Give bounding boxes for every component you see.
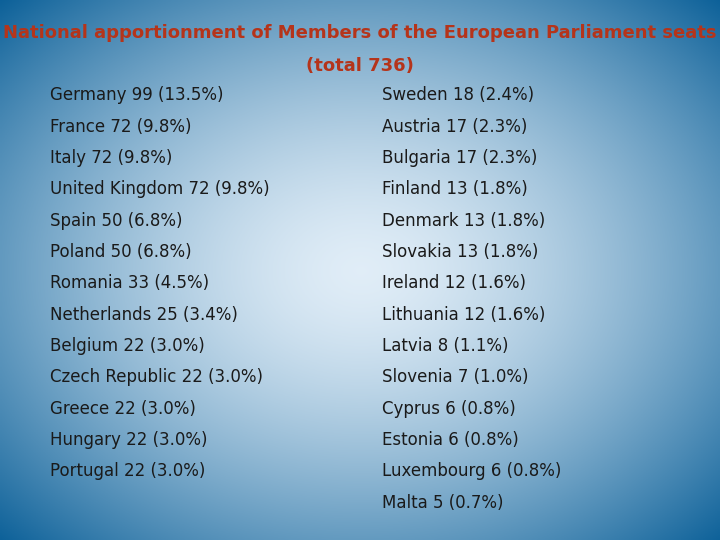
Text: Denmark 13 (1.8%): Denmark 13 (1.8%): [382, 212, 545, 230]
Text: Poland 50 (6.8%): Poland 50 (6.8%): [50, 243, 192, 261]
Text: Luxembourg 6 (0.8%): Luxembourg 6 (0.8%): [382, 462, 561, 480]
Text: Cyprus 6 (0.8%): Cyprus 6 (0.8%): [382, 400, 516, 417]
Text: Greece 22 (3.0%): Greece 22 (3.0%): [50, 400, 197, 417]
Text: Lithuania 12 (1.6%): Lithuania 12 (1.6%): [382, 306, 545, 323]
Text: Italy 72 (9.8%): Italy 72 (9.8%): [50, 149, 173, 167]
Text: Sweden 18 (2.4%): Sweden 18 (2.4%): [382, 86, 534, 104]
Text: Belgium 22 (3.0%): Belgium 22 (3.0%): [50, 337, 205, 355]
Text: Hungary 22 (3.0%): Hungary 22 (3.0%): [50, 431, 208, 449]
Text: Romania 33 (4.5%): Romania 33 (4.5%): [50, 274, 210, 292]
Text: Bulgaria 17 (2.3%): Bulgaria 17 (2.3%): [382, 149, 537, 167]
Text: Czech Republic 22 (3.0%): Czech Republic 22 (3.0%): [50, 368, 264, 386]
Text: Ireland 12 (1.6%): Ireland 12 (1.6%): [382, 274, 526, 292]
Text: Portugal 22 (3.0%): Portugal 22 (3.0%): [50, 462, 206, 480]
Text: France 72 (9.8%): France 72 (9.8%): [50, 118, 192, 136]
Text: United Kingdom 72 (9.8%): United Kingdom 72 (9.8%): [50, 180, 270, 198]
Text: Finland 13 (1.8%): Finland 13 (1.8%): [382, 180, 527, 198]
Text: Germany 99 (13.5%): Germany 99 (13.5%): [50, 86, 224, 104]
Text: National apportionment of Members of the European Parliament seats: National apportionment of Members of the…: [4, 24, 716, 42]
Text: Slovenia 7 (1.0%): Slovenia 7 (1.0%): [382, 368, 528, 386]
Text: (total 736): (total 736): [306, 57, 414, 75]
Text: Slovakia 13 (1.8%): Slovakia 13 (1.8%): [382, 243, 538, 261]
Text: Spain 50 (6.8%): Spain 50 (6.8%): [50, 212, 183, 230]
Text: Netherlands 25 (3.4%): Netherlands 25 (3.4%): [50, 306, 238, 323]
Text: Malta 5 (0.7%): Malta 5 (0.7%): [382, 494, 503, 511]
Text: Estonia 6 (0.8%): Estonia 6 (0.8%): [382, 431, 518, 449]
Text: Latvia 8 (1.1%): Latvia 8 (1.1%): [382, 337, 508, 355]
Text: Austria 17 (2.3%): Austria 17 (2.3%): [382, 118, 527, 136]
